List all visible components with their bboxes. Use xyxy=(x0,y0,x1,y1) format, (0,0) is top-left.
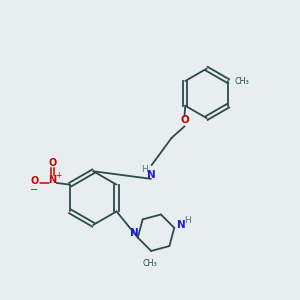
Text: N: N xyxy=(146,170,155,180)
Text: O: O xyxy=(30,176,38,186)
Text: H: H xyxy=(141,165,148,174)
Text: CH₃: CH₃ xyxy=(234,76,249,85)
Text: H: H xyxy=(184,216,191,225)
Text: N: N xyxy=(49,175,57,185)
Text: O: O xyxy=(49,158,57,168)
Text: N: N xyxy=(130,229,139,238)
Text: O: O xyxy=(180,115,189,125)
Text: −: − xyxy=(30,185,38,195)
Text: +: + xyxy=(56,171,62,180)
Text: CH₃: CH₃ xyxy=(142,259,157,268)
Text: N: N xyxy=(177,220,185,230)
